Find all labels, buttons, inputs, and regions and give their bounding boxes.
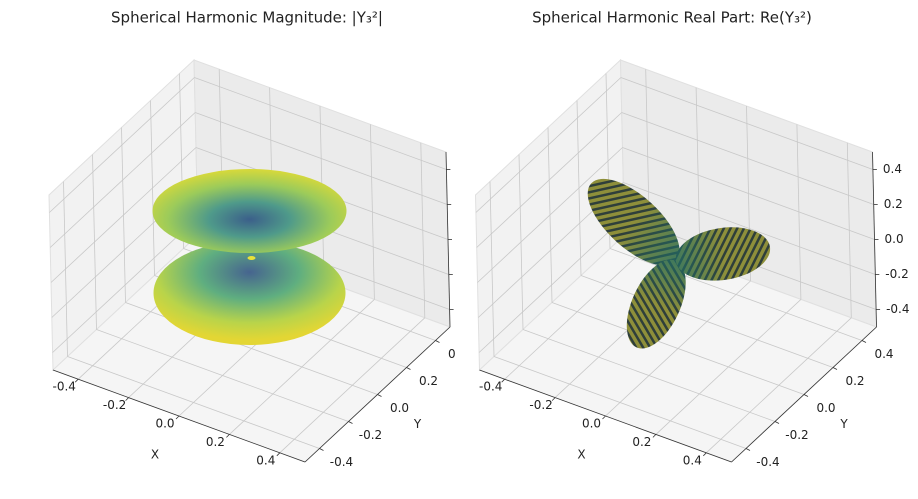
grid-line [609,248,863,341]
x-tick-label: 0.4 [256,453,275,467]
x-tick-label: 0.0 [582,417,601,431]
tick-mark [406,367,411,370]
tick-mark [803,394,809,397]
z-tick-label: 0.4 [456,162,475,176]
z-tick-label: 0.0 [885,232,904,246]
z-tick-label: 0.0 [458,232,477,246]
grid-line [96,329,349,422]
y-tick-label: 0.0 [816,401,835,415]
y-axis-label: Y [839,417,848,431]
grid-line [621,112,874,205]
x-tick-label: 0.2 [632,435,651,449]
surface [247,256,256,260]
x-tick-label: -0.2 [103,398,126,412]
tick-mark [348,421,353,424]
x-axis-label: X [577,448,585,462]
y-tick-label: -0.2 [785,428,808,442]
tick-mark [774,421,780,424]
tick-mark [435,340,440,343]
grid-line [195,112,448,205]
grid-line [623,182,876,275]
chart-title: Spherical Harmonic Magnitude: |Y₃²| [111,9,383,27]
surface [587,178,680,266]
grid-line [49,112,196,248]
tick-mark [276,452,281,457]
tick-mark [832,367,838,370]
grid-line [622,147,875,240]
x-tick-label: -0.4 [479,380,502,394]
tick-mark [501,378,505,383]
grid-line [49,77,195,213]
x-tick-label: 0.2 [206,435,225,449]
tick-mark [226,434,230,438]
y-tick-label: -0.4 [756,455,779,469]
tick-mark [74,378,79,383]
z-tick-label: -0.4 [886,302,909,316]
y-axis-label: Y [413,417,422,431]
y-tick-label: 0.0 [390,401,409,415]
chart-title: Spherical Harmonic Real Part: Re(Y₃²) [532,9,812,27]
tick-mark [602,415,606,420]
axis-line [445,151,451,328]
tick-mark [551,397,556,401]
tick-mark [175,415,180,420]
grid-line [620,77,874,170]
surface [152,169,347,253]
tick-mark [319,448,324,451]
grid-line [477,147,623,283]
axis-line [479,369,732,463]
y-tick-label: 0.4 [874,347,893,361]
grid-line [67,356,320,449]
tick-mark [861,340,867,343]
grid-line [194,77,447,170]
grid-line [551,302,805,395]
axis-line [872,151,877,328]
surface [675,227,771,281]
x-tick-label: -0.2 [529,398,552,412]
grid-line [476,112,622,248]
surface [153,241,346,345]
tick-mark [125,397,129,401]
grid-line [580,275,834,368]
axis-line [304,326,451,463]
x-tick-label: 0.4 [683,453,702,467]
x-tick-label: 0.0 [155,417,174,431]
z-tick-label: 0.2 [884,197,903,211]
y-tick-label: 0.2 [845,374,864,388]
grid-line [522,329,776,422]
grid-line [50,147,197,283]
axis-line [731,326,877,463]
y-tick-label: 0.4 [448,347,467,361]
surface [626,259,686,349]
grid-line [493,356,747,449]
tick-mark [652,434,657,438]
subplot: -0.4-0.20.00.20.4 -0.4-0.20.00.20.4-0.4-0… [48,58,477,469]
x-tick-label: -0.4 [52,380,75,394]
y-tick-label: -0.4 [330,455,353,469]
z-tick-label: -0.2 [885,267,908,281]
subplot: -0.4 -0.2 0.0 0.2 0.4 -0.4 -0.2 0.0 0.2 0.4 -0.4 -0… [474,58,910,469]
tick-mark [377,394,382,397]
tick-mark [745,448,751,451]
grid-line [478,217,625,353]
z-tick-label: 0.4 [883,162,902,176]
z-tick-label: 0.2 [457,197,476,211]
axis-line [52,369,306,463]
grid-line [52,217,198,353]
y-tick-label: 0.2 [419,374,438,388]
x-axis-label: X [151,448,159,462]
y-tick-label: -0.2 [359,428,382,442]
tick-mark [703,452,707,457]
grid-line [475,77,622,213]
